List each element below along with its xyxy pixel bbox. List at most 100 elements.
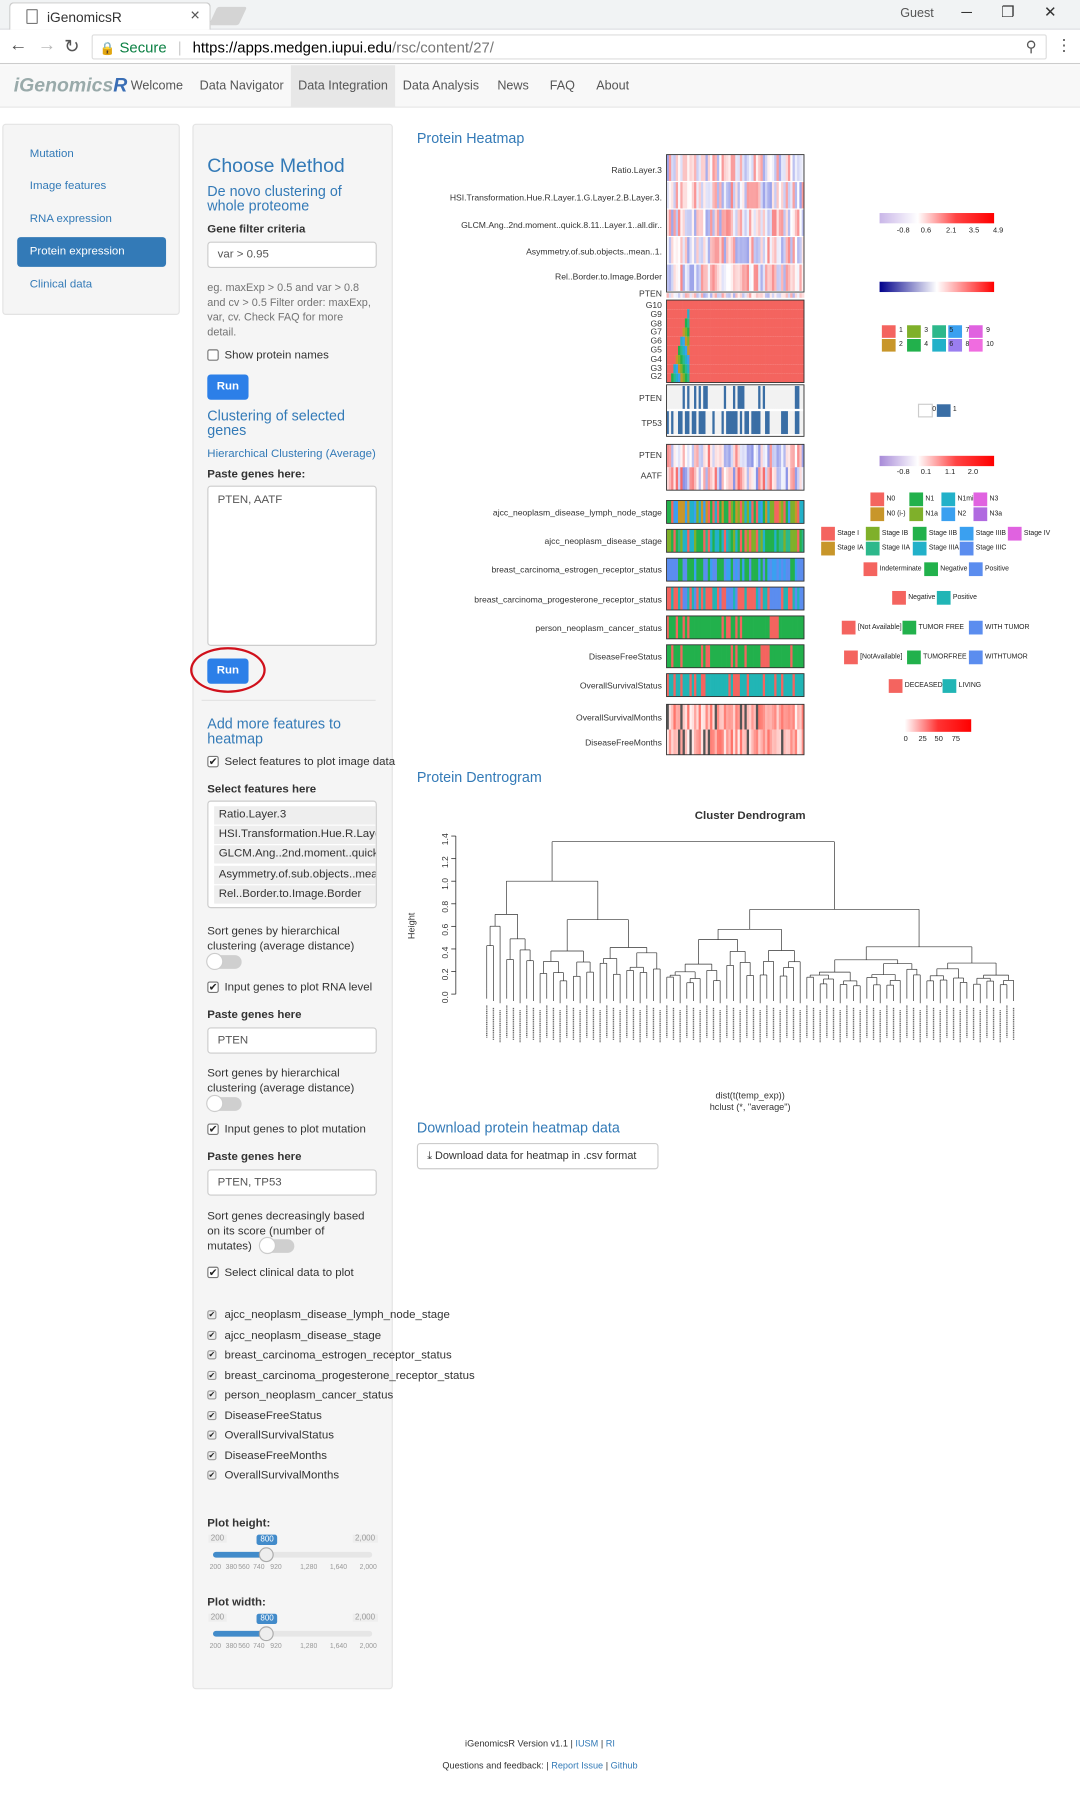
height-slider-handle[interactable]: [259, 1547, 275, 1563]
nav-about[interactable]: About: [596, 79, 630, 93]
width-slider-track[interactable]: [213, 1630, 373, 1637]
feature-option[interactable]: GLCM.Ang..2nd.moment..quick.: [214, 845, 376, 864]
heatmap-cell: [762, 345, 766, 356]
menu-icon[interactable]: ⋮: [1055, 35, 1072, 54]
legend-swatch: [821, 541, 835, 556]
heatmap-cell: [703, 444, 706, 468]
heatmap-cell: [797, 237, 800, 264]
clinical-option-checkbox[interactable]: ✔: [207, 1330, 217, 1340]
ri-link[interactable]: RI: [605, 1738, 615, 1749]
heatmap-cell: [792, 385, 796, 409]
feature-option[interactable]: Asymmetry.of.sub.objects..mean: [214, 865, 376, 885]
nav-welcome[interactable]: Welcome: [130, 79, 184, 93]
width-slider-handle[interactable]: [259, 1626, 275, 1642]
heatmap-cell: [678, 300, 681, 310]
zoom-icon[interactable]: ⚲: [1025, 37, 1037, 55]
sort-mut-toggle[interactable]: [258, 1236, 295, 1255]
menu-clinical-data[interactable]: Clinical data: [29, 278, 93, 291]
menu-rna-expression[interactable]: RNA expression: [29, 213, 112, 226]
download-csv-button[interactable]: ⤓ Download data for heatmap in .csv form…: [416, 1142, 659, 1170]
close-window-icon[interactable]: ✕: [1043, 3, 1057, 21]
feature-option[interactable]: Rel..Border.to.Image.Border: [214, 885, 376, 904]
clinical-option-checkbox[interactable]: ✔: [207, 1450, 217, 1460]
heatmap-cell: [698, 529, 702, 553]
heatmap-cell: [771, 444, 775, 468]
heatmap-cell: [682, 293, 686, 298]
clinical-checkbox[interactable]: ✔: [207, 1266, 219, 1279]
heatmap-cell: [799, 558, 803, 582]
heatmap-cell: [753, 729, 757, 755]
feature-option[interactable]: HSI.Transformation.Hue.R.Layer: [214, 825, 376, 845]
back-icon[interactable]: ←: [9, 35, 28, 55]
close-tab-icon[interactable]: ✕: [189, 9, 201, 23]
sort-rna-toggle[interactable]: [206, 1094, 242, 1113]
heatmap-cell: [732, 644, 736, 668]
image-data-checkbox[interactable]: ✔: [207, 755, 219, 768]
report-issue-link[interactable]: Report Issue: [551, 1760, 604, 1771]
heatmap-cell: [758, 209, 761, 236]
heatmap-cell: [781, 182, 784, 209]
hierarchical-link[interactable]: Hierarchical Clustering (Average): [207, 447, 376, 461]
reload-icon[interactable]: ↻: [64, 37, 80, 58]
heatmap-cell: [767, 411, 770, 435]
height-slider-track[interactable]: [213, 1551, 373, 1558]
rna-genes-input[interactable]: PTEN: [207, 1027, 377, 1054]
heatmap-cell: [712, 615, 715, 639]
features-listbox[interactable]: Ratio.Layer.3 HSI.Transformation.Hue.R.L…: [207, 800, 377, 909]
clinical-option-checkbox[interactable]: ✔: [207, 1410, 217, 1420]
run-denovo-button[interactable]: Run: [207, 374, 249, 400]
heatmap-cell: [700, 364, 704, 374]
browser-tab[interactable]: iGenomicsR ✕: [9, 2, 211, 30]
heatmap-cell: [668, 467, 672, 491]
heatmap-cell: [668, 293, 672, 298]
forward-icon[interactable]: →: [37, 35, 57, 55]
minimize-icon[interactable]: ─: [961, 3, 972, 21]
heatmap-cell: [680, 529, 683, 553]
heatmap-cell: [801, 729, 805, 755]
feature-option[interactable]: Ratio.Layer.3: [214, 806, 376, 825]
heatmap-cell: [703, 336, 706, 346]
mutation-checkbox[interactable]: ✔: [207, 1123, 219, 1135]
brand-logo[interactable]: iGenomicsR: [13, 74, 128, 97]
clustering-selected-heading: Clustering of selected genes: [207, 407, 345, 439]
nav-data-navigator[interactable]: Data Navigator: [199, 79, 284, 93]
menu-image-features[interactable]: Image features: [29, 179, 107, 193]
menu-protein-expression[interactable]: Protein expression: [17, 237, 167, 267]
heatmap-cell: [737, 411, 741, 435]
address-bar[interactable]: 🔒 Secure | https://apps.medgen.iupui.edu…: [91, 34, 1047, 60]
paste-genes-textarea[interactable]: PTEN, AATF: [207, 485, 377, 646]
heatmap-cell: [730, 309, 734, 319]
clinical-option-checkbox[interactable]: ✔: [207, 1430, 217, 1440]
heatmap-cell: [714, 345, 718, 356]
rna-checkbox[interactable]: ✔: [207, 981, 219, 993]
clinical-option-checkbox[interactable]: ✔: [207, 1310, 217, 1320]
iusm-link[interactable]: IUSM: [575, 1738, 599, 1749]
gene-filter-input[interactable]: var > 0.95: [207, 241, 377, 268]
heatmap-cell: [671, 587, 674, 610]
heatmap-cell: [714, 336, 718, 346]
sort-hier-toggle[interactable]: [206, 952, 242, 971]
clinical-option-checkbox[interactable]: ✔: [207, 1350, 217, 1360]
heatmap-cell: [694, 327, 697, 337]
nav-data-analysis[interactable]: Data Analysis: [402, 79, 480, 93]
legend-swatch: [941, 507, 956, 522]
nav-data-integration[interactable]: Data Integration: [290, 65, 396, 107]
heatmap-cell: [707, 237, 711, 264]
clinical-option-checkbox[interactable]: ✔: [207, 1470, 217, 1480]
heatmap-cell: [698, 318, 702, 328]
github-link[interactable]: Github: [610, 1760, 638, 1771]
clinical-option-checkbox[interactable]: ✔: [207, 1370, 217, 1380]
mutation-genes-input[interactable]: PTEN, TP53: [207, 1169, 377, 1196]
heatmap-cell: [726, 729, 729, 755]
heatmap-cell: [700, 327, 704, 337]
heatmap-cell: [716, 529, 720, 553]
clinical-option-checkbox[interactable]: ✔: [207, 1390, 217, 1400]
maximize-icon[interactable]: ❐: [1001, 3, 1015, 21]
show-names-checkbox[interactable]: [207, 349, 219, 361]
heatmap-cell: [694, 345, 697, 356]
menu-mutation[interactable]: Mutation: [29, 147, 74, 161]
legend-group-label: 6: [949, 341, 954, 349]
profile-label[interactable]: Guest: [900, 6, 934, 21]
nav-news[interactable]: News: [497, 79, 529, 93]
nav-faq[interactable]: FAQ: [549, 79, 575, 93]
